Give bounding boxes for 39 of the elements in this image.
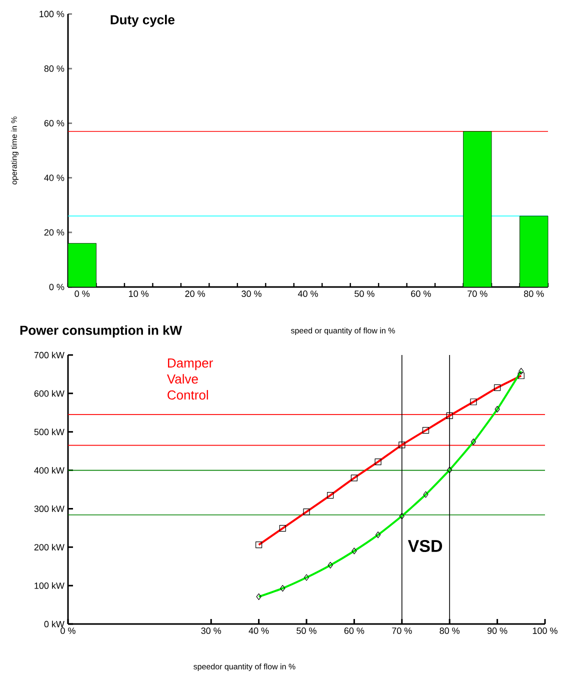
x-tick-label: 20 % <box>185 290 205 297</box>
x-tick-label: 60 % <box>344 628 364 634</box>
x-tick-label: 40 % <box>298 290 318 297</box>
y-tick-label: 300 kW <box>34 505 64 512</box>
y-tick-label: 500 kW <box>34 428 64 436</box>
x-tick-label: 0 % <box>74 290 90 297</box>
text: Damper Valve Control <box>166 358 213 400</box>
x-tick-label: 0 % <box>60 628 76 634</box>
x-tick-label: 70 % <box>468 290 488 297</box>
y-tick-label: 20 % <box>44 229 64 236</box>
series-label: VSD <box>408 540 442 552</box>
x-axis-title: speedor quantity of flow in % <box>194 664 296 671</box>
x-tick-label: 40 % <box>248 628 269 634</box>
y-tick-label: 0 % <box>49 284 64 290</box>
x-tick-label: 100 % <box>532 628 558 634</box>
y-tick-label: 200 kW <box>34 544 64 550</box>
x-tick-label: 50 % <box>296 628 316 634</box>
x-tick-label: 10 % <box>129 290 149 297</box>
x-tick-label: 30 % <box>242 290 262 297</box>
y-tick-label: 100 % <box>40 10 64 18</box>
x-tick-label: 70 % <box>392 628 412 634</box>
x-tick-label: 30 % <box>201 628 222 634</box>
y-tick-label: 80 % <box>44 65 64 72</box>
y-tick-label: 100 kW <box>34 582 64 589</box>
x-tick-label: 80 % <box>524 290 544 297</box>
x-tick-label: 50 % <box>354 290 374 297</box>
x-axis-title: speed or quantity of flow in % <box>290 328 395 335</box>
chart-title: Power consumption in kW <box>20 325 182 338</box>
y-tick-label: 0 kW <box>44 620 64 628</box>
y-tick-label: 700 kW <box>34 352 64 358</box>
x-tick-label: 90 % <box>487 628 508 634</box>
x-tick-label: 60 % <box>411 290 431 297</box>
y-tick-label: 60 % <box>44 120 64 126</box>
y-tick-label: 400 kW <box>34 466 64 474</box>
chart-title: Duty cycle <box>110 14 175 27</box>
x-tick-label: 80 % <box>440 628 460 634</box>
y-tick-label: 40 % <box>44 174 64 181</box>
y-tick-label: 600 kW <box>34 390 64 397</box>
y-axis-title: operating time in % <box>11 116 18 184</box>
